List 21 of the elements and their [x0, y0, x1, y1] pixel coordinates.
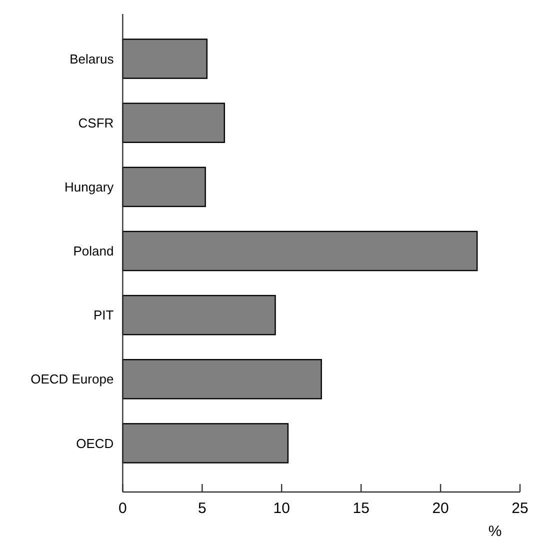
y-tick-label: OECD — [76, 436, 114, 451]
x-tick-label: 25 — [512, 500, 528, 517]
bar — [122, 38, 208, 79]
bar — [122, 294, 276, 336]
y-tick-label: Belarus — [70, 51, 114, 66]
x-tick-label: 10 — [273, 500, 290, 517]
x-tick-label: 5 — [198, 500, 206, 517]
x-tick-label: 20 — [432, 500, 449, 517]
y-tick-label: CSFR — [78, 115, 114, 130]
y-tick-label: Hungary — [64, 179, 114, 194]
bar — [122, 359, 322, 400]
y-tick-label: OECD Europe — [30, 372, 114, 387]
x-tick-label: 15 — [352, 500, 370, 517]
bar — [122, 423, 289, 464]
y-tick-label: Poland — [73, 244, 114, 259]
y-tick-label: PIT — [93, 308, 114, 323]
bar — [122, 102, 226, 143]
x-axis-title: % — [488, 523, 502, 540]
bar — [122, 230, 478, 272]
bar — [122, 166, 206, 208]
x-tick-label: 0 — [118, 500, 127, 517]
